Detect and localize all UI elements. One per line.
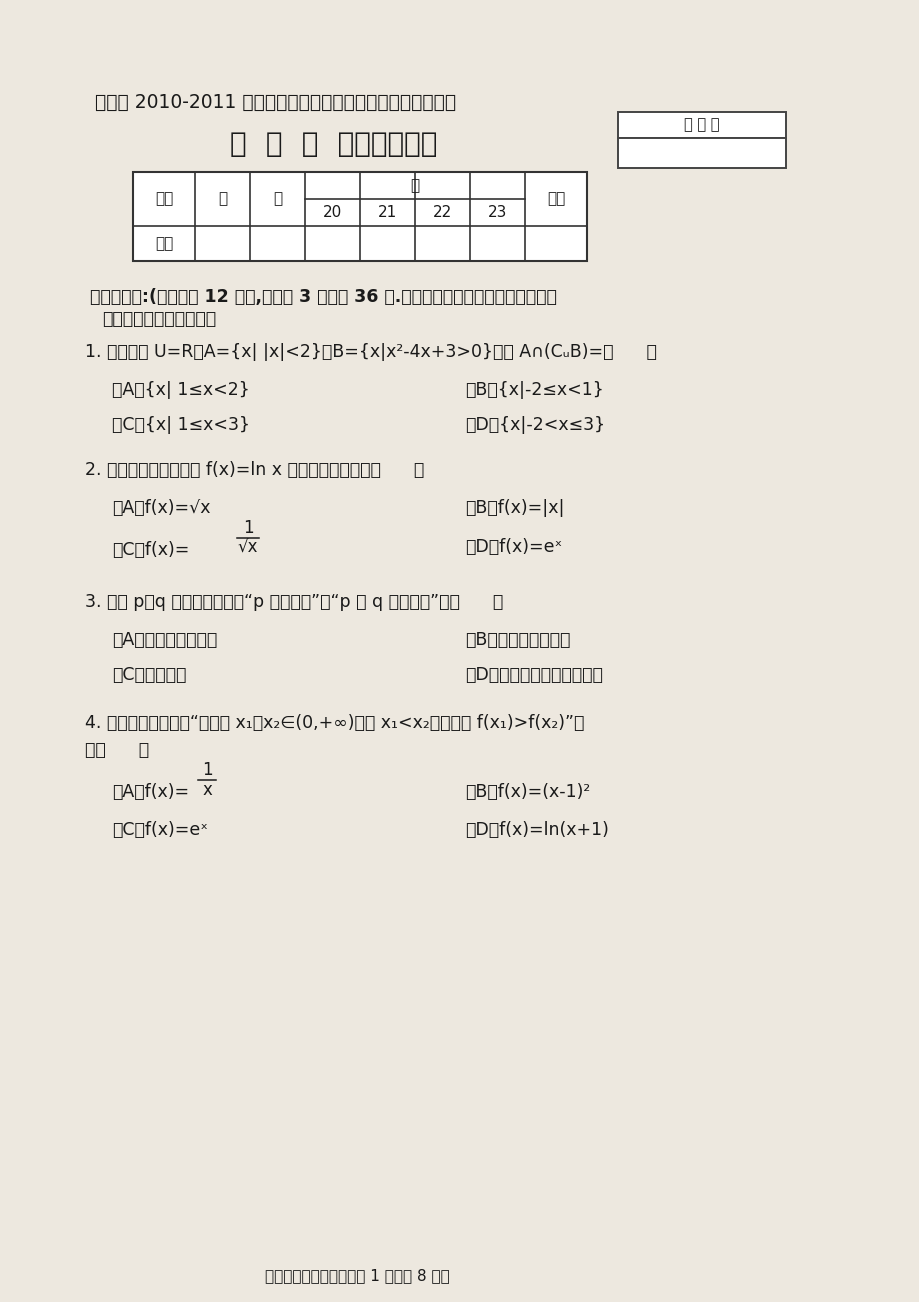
Text: 3. 已知 p、q 是两个命题，则“p 是真命题”是“p 且 q 是真命题”的（      ）: 3. 已知 p、q 是两个命题，则“p 是真命题”是“p 且 q 是真命题”的（… (85, 592, 503, 611)
Text: √x: √x (237, 539, 258, 557)
Text: x: x (202, 781, 211, 799)
Bar (618, 138, 785, 168)
Text: 是（      ）: 是（ ） (85, 741, 149, 759)
Text: （B）{x|-2≤x<1}: （B）{x|-2≤x<1} (464, 381, 603, 398)
Text: 21: 21 (378, 204, 397, 220)
Bar (618, 112, 785, 138)
Text: 22: 22 (433, 204, 451, 220)
Text: （A）{x| 1≤x<2}: （A）{x| 1≤x<2} (112, 381, 249, 398)
Text: 河西区 2010-2011 学年度第二学期高二年级期末模块质量调查: 河西区 2010-2011 学年度第二学期高二年级期末模块质量调查 (95, 92, 456, 112)
Text: 2. 下列函数中，与函数 f(x)=ln x 有相同定义域的是（      ）: 2. 下列函数中，与函数 f(x)=ln x 有相同定义域的是（ ） (85, 461, 424, 479)
Bar (133, 172, 586, 260)
Text: 1: 1 (243, 519, 253, 536)
Text: （C）f(x)=eˣ: （C）f(x)=eˣ (112, 822, 208, 838)
Text: 数  学  试  卷（文史类）: 数 学 试 卷（文史类） (230, 130, 437, 158)
Text: （D）f(x)=eˣ: （D）f(x)=eˣ (464, 538, 562, 556)
Text: （C）{x| 1≤x<3}: （C）{x| 1≤x<3} (112, 417, 250, 434)
Text: 4. 下列函数中，满足“对任意 x₁，x₂∈(0,+∞)，当 x₁<x₂时，都有 f(x₁)>f(x₂)”的: 4. 下列函数中，满足“对任意 x₁，x₂∈(0,+∞)，当 x₁<x₂时，都有… (85, 713, 584, 732)
Text: 三: 三 (410, 178, 419, 193)
Text: （A）f(x)=: （A）f(x)= (112, 783, 189, 801)
Text: 1: 1 (201, 760, 212, 779)
Text: 题号: 题号 (154, 191, 173, 207)
Text: 座 位 号: 座 位 号 (684, 117, 719, 133)
Text: （B）f(x)=|x|: （B）f(x)=|x| (464, 499, 564, 517)
Text: 总分: 总分 (546, 191, 564, 207)
Text: （B）必要不充分条件: （B）必要不充分条件 (464, 631, 570, 648)
Text: （A）充分不必要条件: （A）充分不必要条件 (112, 631, 217, 648)
Text: 20: 20 (323, 204, 342, 220)
Text: （A）f(x)=√x: （A）f(x)=√x (112, 499, 210, 517)
Text: 得分: 得分 (154, 236, 173, 251)
Text: 1. 已知全集 U=R，A={x| |x|<2}，B={x|x²-4x+3>0}，则 A∩(CᵤB)=（      ）: 1. 已知全集 U=R，A={x| |x|<2}，B={x|x²-4x+3>0}… (85, 342, 656, 361)
Text: 高二数学试卷（文科）第 1 页（共 8 页）: 高二数学试卷（文科）第 1 页（共 8 页） (265, 1268, 449, 1282)
Text: （D）{x|-2<x≤3}: （D）{x|-2<x≤3} (464, 417, 605, 434)
Text: 二: 二 (273, 191, 282, 207)
Text: （D）f(x)=ln(x+1): （D）f(x)=ln(x+1) (464, 822, 608, 838)
Text: （B）f(x)=(x-1)²: （B）f(x)=(x-1)² (464, 783, 590, 801)
Text: 一项是符合题目要求的）: 一项是符合题目要求的） (102, 310, 216, 328)
Text: 23: 23 (487, 204, 506, 220)
Text: （D）既不充分也不必要条件: （D）既不充分也不必要条件 (464, 667, 602, 684)
Text: （C）充要条件: （C）充要条件 (112, 667, 187, 684)
Text: 一、选择题:(本大题共 12 小题,每小题 3 分，共 36 分.在每小题给出的四个选项中，只有: 一、选择题:(本大题共 12 小题,每小题 3 分，共 36 分.在每小题给出的… (90, 288, 556, 306)
Text: （C）f(x)=: （C）f(x)= (112, 542, 189, 559)
Text: 一: 一 (218, 191, 227, 207)
